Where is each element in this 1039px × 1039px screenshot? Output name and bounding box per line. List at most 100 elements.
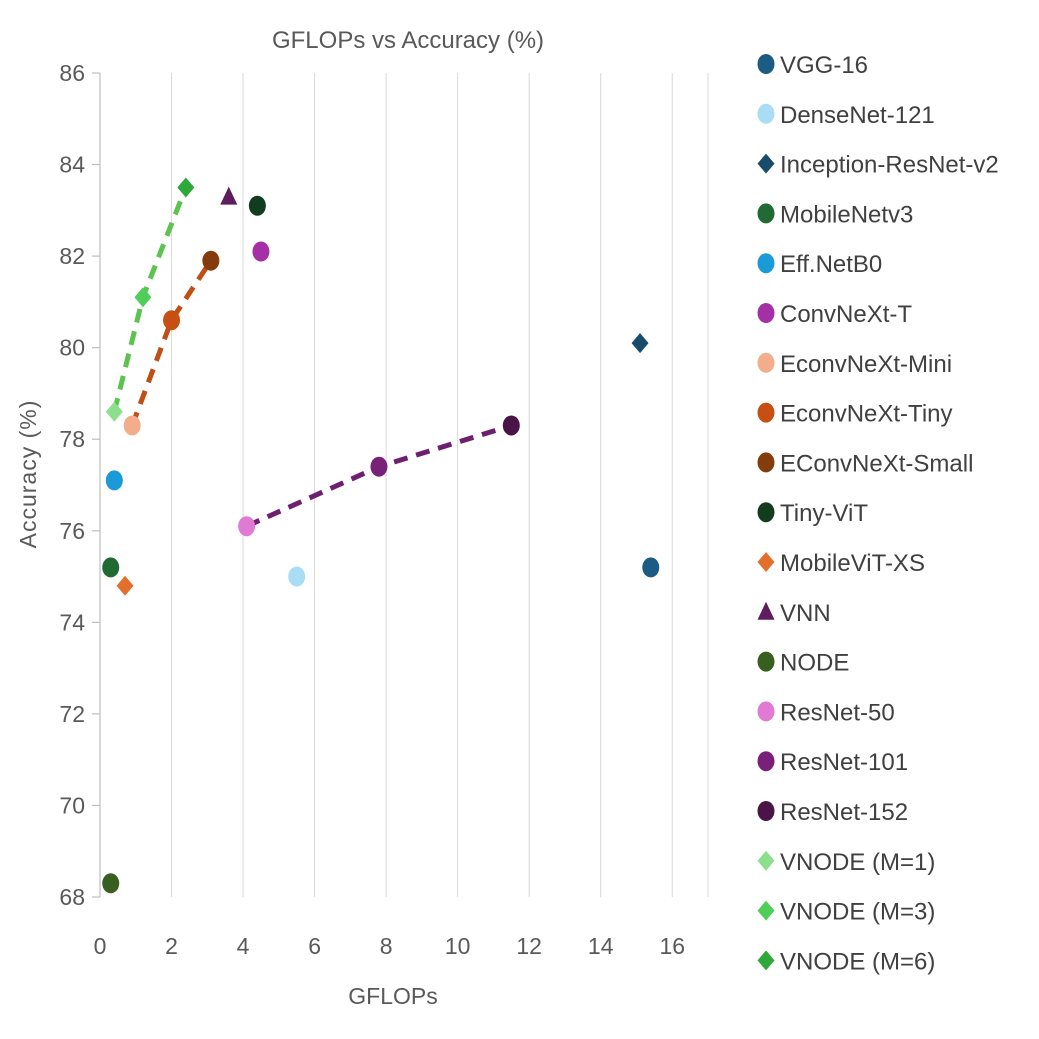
x-tick-label: 8: [380, 933, 393, 959]
legend-item: EConvNeXt-Small: [757, 450, 973, 477]
legend-label: DenseNet-121: [780, 102, 935, 129]
legend-label: ResNet-152: [780, 799, 908, 826]
legend-marker: [757, 452, 775, 473]
legend-label: VNN: [780, 600, 831, 627]
data-point: [177, 177, 195, 198]
legend-marker: [757, 402, 775, 423]
y-tick-label: 68: [59, 884, 85, 910]
data-point: [102, 873, 120, 894]
y-tick-label: 70: [59, 792, 85, 818]
x-tick-label: 16: [659, 933, 685, 959]
legend-label: MobileNetv3: [780, 201, 913, 228]
legend-label: EconvNeXt-Mini: [780, 351, 952, 378]
legend-item: MobileNetv3: [757, 201, 913, 228]
legend: VGG-16 DenseNet-121 Inception-ResNet-v2 Mob…: [757, 52, 999, 975]
y-tick-label: 84: [59, 152, 85, 178]
data-point: [163, 310, 181, 331]
legend-marker: [757, 751, 775, 772]
legend-label: EconvNeXt-Tiny: [780, 401, 953, 428]
data-point: [238, 516, 256, 537]
legend-marker: [757, 203, 775, 224]
legend-label: Eff.NetB0: [780, 251, 882, 278]
legend-item: Inception-ResNet-v2: [757, 152, 999, 179]
data-point: [105, 470, 123, 491]
legend-label: VNODE (M=3): [780, 899, 935, 926]
legend-marker: [757, 651, 775, 672]
legend-item: VNODE (M=6): [757, 948, 935, 975]
legend-item: ResNet-101: [757, 749, 908, 776]
legend-item: Tiny-ViT: [757, 500, 868, 527]
legend-label: Inception-ResNet-v2: [780, 152, 999, 179]
legend-item: ConvNeXt-T: [757, 301, 912, 328]
legend-marker: [757, 352, 775, 373]
y-tick-label: 82: [59, 243, 85, 269]
legend-label: VNODE (M=1): [780, 849, 935, 876]
legend-item: VGG-16: [757, 52, 868, 79]
data-point: [642, 557, 660, 578]
x-tick-label: 14: [588, 933, 614, 959]
grid-lines: [171, 73, 709, 897]
y-tick-label: 86: [59, 60, 85, 86]
data-point: [631, 333, 649, 354]
legend-label: ResNet-50: [780, 699, 895, 726]
legend-item: ResNet-152: [757, 799, 908, 826]
legend-marker: [757, 701, 775, 722]
data-points: [102, 177, 660, 894]
data-point: [202, 250, 220, 271]
legend-marker: [757, 950, 775, 971]
chart-title: GFLOPs vs Accuracy (%): [272, 27, 544, 54]
legend-label: NODE: [780, 650, 849, 677]
legend-marker: [757, 900, 775, 921]
legend-label: Tiny-ViT: [780, 500, 868, 527]
y-tick-label: 80: [59, 335, 85, 361]
legend-item: VNN: [757, 600, 831, 627]
y-tick-label: 74: [59, 609, 85, 635]
legend-item: Eff.NetB0: [757, 251, 882, 278]
legend-label: ResNet-101: [780, 749, 908, 776]
legend-label: MobileViT-XS: [780, 550, 925, 577]
legend-marker: [757, 253, 775, 274]
x-axis-title: GFLOPs: [348, 983, 437, 1009]
data-point: [248, 195, 266, 216]
legend-item: VNODE (M=1): [757, 849, 935, 876]
x-tick-label: 0: [94, 933, 107, 959]
legend-item: DenseNet-121: [757, 102, 935, 129]
legend-marker: [757, 552, 775, 572]
x-tick-label: 12: [516, 933, 542, 959]
legend-marker: [757, 502, 775, 523]
data-point: [102, 557, 120, 578]
trend-lines: [111, 186, 513, 529]
data-point: [502, 415, 520, 436]
legend-label: EConvNeXt-Small: [780, 450, 973, 477]
legend-item: EconvNeXt-Mini: [757, 351, 952, 378]
legend-item: MobileViT-XS: [757, 550, 925, 577]
legend-marker: [757, 601, 775, 620]
x-tick-label: 10: [445, 933, 471, 959]
legend-item: EconvNeXt-Tiny: [757, 401, 953, 428]
legend-marker: [757, 153, 775, 174]
data-point: [116, 575, 134, 596]
data-point: [134, 287, 152, 308]
x-tick-label: 6: [308, 933, 321, 959]
legend-label: VGG-16: [780, 52, 868, 79]
legend-item: ResNet-50: [757, 699, 895, 726]
legend-marker: [757, 303, 775, 323]
y-tick-label: 76: [59, 518, 85, 544]
legend-item: NODE: [757, 650, 849, 677]
legend-label: ConvNeXt-T: [780, 301, 912, 328]
legend-label: VNODE (M=6): [780, 948, 935, 975]
legend-marker: [757, 103, 775, 124]
x-tick-label: 4: [237, 933, 250, 959]
data-point: [252, 241, 270, 262]
legend-item: VNODE (M=3): [757, 899, 935, 926]
data-point: [288, 566, 306, 587]
x-tick-label: 2: [165, 933, 178, 959]
legend-marker: [757, 54, 775, 74]
data-point: [370, 456, 388, 477]
legend-marker: [757, 801, 775, 821]
y-tick-label: 72: [59, 701, 85, 727]
data-point: [123, 415, 141, 436]
y-axis-title: Accuracy (%): [15, 400, 41, 549]
